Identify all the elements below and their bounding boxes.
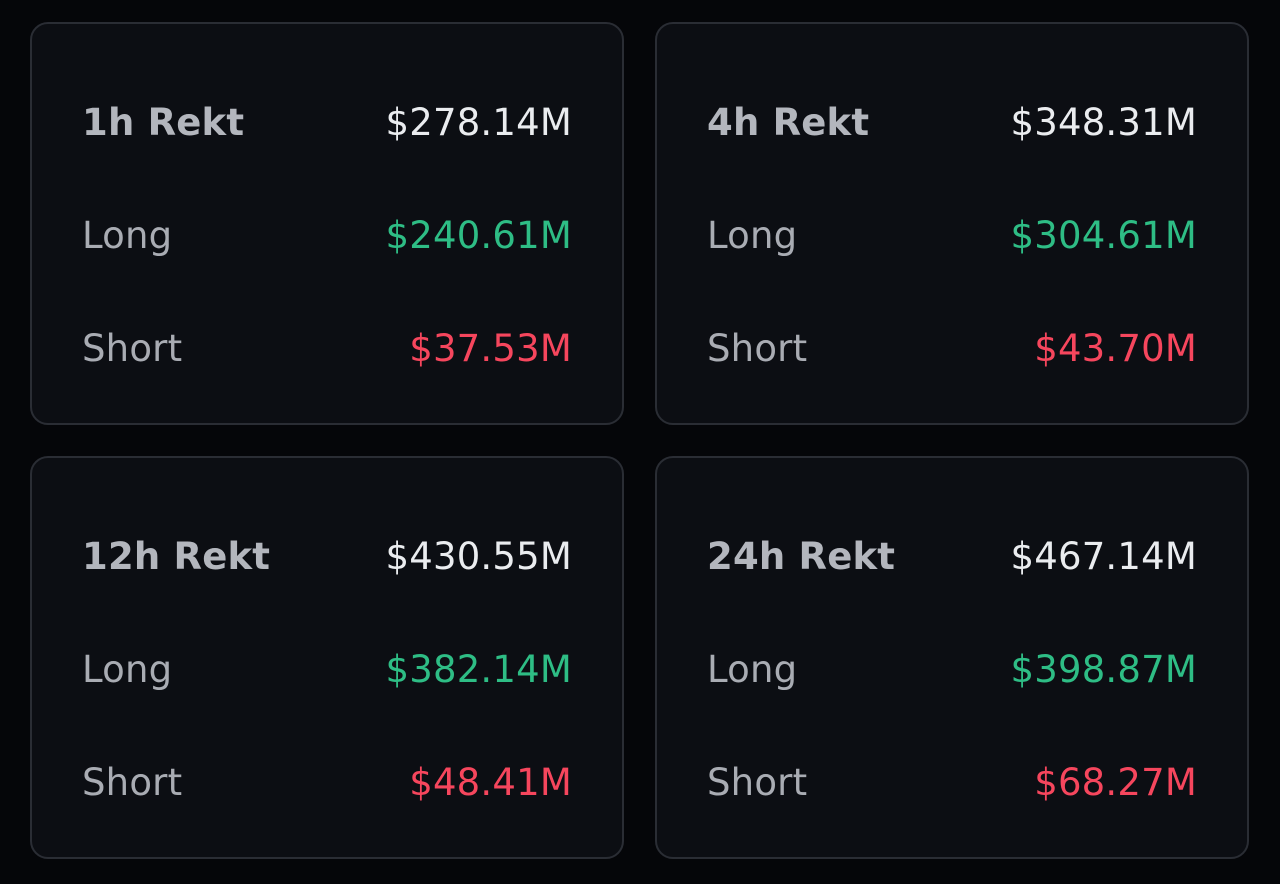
rekt-card-24h: 24h Rekt $467.14M Long $398.87M Short $6… (655, 456, 1249, 859)
long-row: Long $304.61M (707, 210, 1197, 260)
total-row: 1h Rekt $278.14M (82, 97, 572, 147)
short-label: Short (707, 326, 808, 370)
short-value: $37.53M (409, 326, 572, 370)
long-label: Long (707, 213, 798, 257)
period-title: 12h Rekt (82, 534, 271, 578)
long-row: Long $382.14M (82, 644, 572, 694)
total-value: $348.31M (1010, 100, 1197, 144)
long-value: $240.61M (385, 213, 572, 257)
period-title: 24h Rekt (707, 534, 896, 578)
short-row: Short $43.70M (707, 323, 1197, 373)
short-value: $68.27M (1034, 760, 1197, 804)
total-row: 24h Rekt $467.14M (707, 531, 1197, 581)
period-title: 4h Rekt (707, 100, 870, 144)
short-row: Short $48.41M (82, 757, 572, 807)
period-title: 1h Rekt (82, 100, 245, 144)
short-row: Short $37.53M (82, 323, 572, 373)
short-value: $43.70M (1034, 326, 1197, 370)
long-value: $304.61M (1010, 213, 1197, 257)
rekt-card-1h: 1h Rekt $278.14M Long $240.61M Short $37… (30, 22, 624, 425)
total-row: 12h Rekt $430.55M (82, 531, 572, 581)
long-row: Long $398.87M (707, 644, 1197, 694)
short-value: $48.41M (409, 760, 572, 804)
total-value: $467.14M (1010, 534, 1197, 578)
long-label: Long (707, 647, 798, 691)
long-label: Long (82, 213, 173, 257)
long-label: Long (82, 647, 173, 691)
rekt-card-12h: 12h Rekt $430.55M Long $382.14M Short $4… (30, 456, 624, 859)
long-value: $382.14M (385, 647, 572, 691)
long-value: $398.87M (1010, 647, 1197, 691)
total-row: 4h Rekt $348.31M (707, 97, 1197, 147)
short-label: Short (82, 760, 183, 804)
total-value: $278.14M (385, 100, 572, 144)
total-value: $430.55M (385, 534, 572, 578)
short-label: Short (82, 326, 183, 370)
rekt-card-4h: 4h Rekt $348.31M Long $304.61M Short $43… (655, 22, 1249, 425)
short-label: Short (707, 760, 808, 804)
short-row: Short $68.27M (707, 757, 1197, 807)
long-row: Long $240.61M (82, 210, 572, 260)
